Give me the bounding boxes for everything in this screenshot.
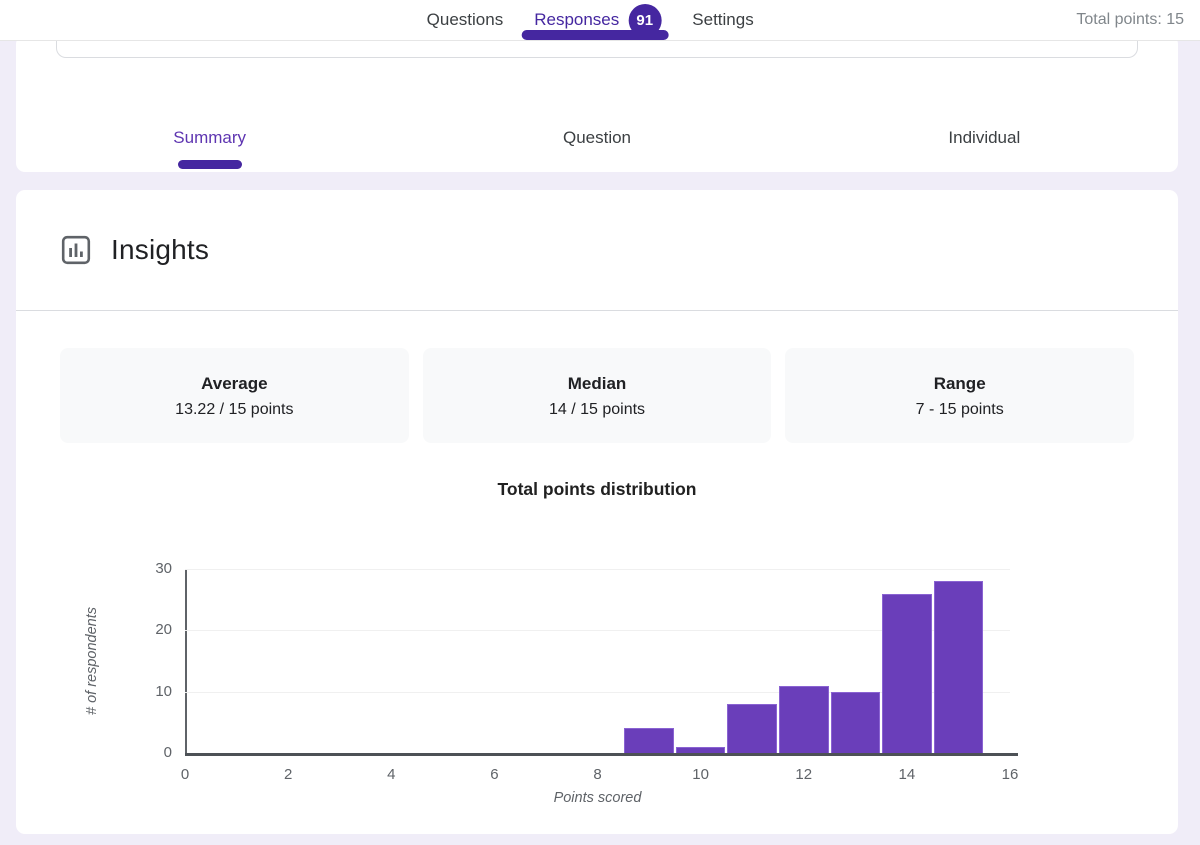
- y-tick-label: 30: [155, 560, 172, 577]
- partial-card-edge: [56, 35, 1138, 58]
- y-tick-label: 10: [155, 682, 172, 700]
- y-tick-label: 0: [163, 744, 172, 761]
- x-tick-label: 16: [1001, 766, 1019, 783]
- y-axis-line: [185, 569, 187, 753]
- chart-bar: [727, 703, 777, 753]
- tab-settings[interactable]: Settings: [692, 10, 754, 29]
- stat-median-value: 14 / 15 points: [548, 401, 646, 418]
- x-tick-label: 8: [593, 766, 602, 783]
- chart-bar: [675, 746, 726, 753]
- x-axis-label: Points scored: [553, 790, 642, 806]
- subtab-summary[interactable]: Summary: [173, 128, 247, 147]
- stat-average: Average 13.22 / 15 points: [60, 348, 409, 443]
- chart-plot: # of respondents Points scored 0 10 20 30 0 2…: [84, 561, 1018, 807]
- subtab-individual[interactable]: Individual: [948, 128, 1021, 147]
- x-axis-line: [185, 753, 1019, 756]
- responses-view-card: Summary Question Individual: [16, 35, 1178, 172]
- chart-bar: [830, 691, 881, 753]
- chart-bar: [933, 581, 984, 753]
- stats-row: Average 13.22 / 15 points Median 14 / 15…: [16, 348, 1178, 443]
- x-tick-label: 4: [387, 766, 396, 783]
- stat-range-label: Range: [933, 374, 986, 393]
- x-tick-label: 10: [692, 766, 709, 783]
- x-tick-label: 14: [898, 766, 916, 783]
- stat-range: Range 7 - 15 points: [785, 348, 1135, 443]
- responses-subtabs: Summary Question Individual: [16, 128, 1178, 148]
- x-tick-label: 2: [283, 766, 293, 783]
- chart-title: Total points distribution: [497, 479, 697, 499]
- stat-average-label: Average: [201, 374, 268, 393]
- total-points-chart: # of respondents Points scored 0 10 20 30 0 2…: [16, 500, 1178, 840]
- stat-median-label: Median: [567, 374, 627, 393]
- insights-title: Insights: [111, 234, 210, 265]
- chart-bar: [882, 593, 932, 753]
- tab-questions[interactable]: Questions: [426, 10, 504, 29]
- insights-divider: [16, 310, 1178, 311]
- tab-responses-label: Responses: [534, 10, 620, 29]
- stat-average-value: 13.22 / 15 points: [175, 401, 294, 418]
- chart-bar: [624, 728, 674, 753]
- form-nav-tabs: Questions Responses 91 Settings: [427, 0, 754, 40]
- total-points-label: Total points: 15: [1076, 11, 1184, 28]
- gridline-y20: [185, 630, 1010, 632]
- insights-card: Insights Average 13.22 / 15 points Media…: [16, 190, 1178, 834]
- tab-responses[interactable]: Responses 91: [521, 0, 669, 40]
- x-tick-label: 12: [795, 766, 813, 783]
- stat-range-value: 7 - 15 points: [915, 401, 1004, 418]
- stat-median: Median 14 / 15 points: [422, 348, 772, 443]
- y-axis-label: # of respondents: [84, 606, 100, 716]
- insights-header: Insights: [16, 190, 1178, 310]
- top-navigation-bar: Questions Responses 91 Settings Total po…: [0, 0, 1200, 41]
- chart-bar: [778, 685, 829, 753]
- active-subtab-indicator: [177, 160, 242, 169]
- bar-chart-icon: [61, 235, 91, 265]
- gridline-y30: [185, 569, 1010, 570]
- x-tick-label: 6: [490, 766, 499, 783]
- x-tick-label: 0: [180, 766, 190, 783]
- y-tick-label: 20: [155, 621, 172, 639]
- gridline-y10: [185, 691, 1010, 693]
- active-tab-indicator: [521, 30, 669, 40]
- subtab-question[interactable]: Question: [562, 128, 632, 147]
